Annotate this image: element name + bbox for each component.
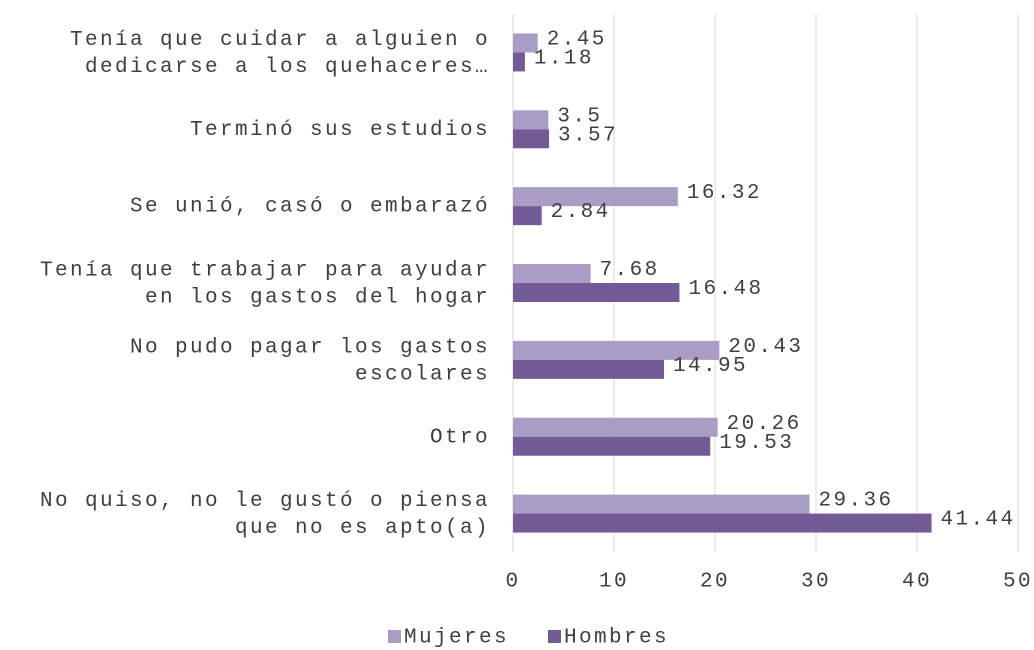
bar: [513, 513, 932, 533]
bar: [513, 52, 525, 72]
bar: [513, 340, 720, 360]
data-label: 2.45: [547, 28, 607, 51]
x-tick-label: 0: [505, 571, 520, 594]
legend-swatch: [388, 630, 401, 643]
data-label: 2.84: [551, 201, 611, 224]
data-label: 19.53: [719, 432, 794, 455]
y-tick-label: No pudo pagar los gastos escolares: [130, 336, 490, 386]
bar: [513, 494, 810, 514]
data-label: 20.26: [727, 413, 802, 436]
bar: [513, 283, 680, 302]
x-tick-label: 50: [1003, 571, 1033, 594]
bar: [513, 417, 718, 437]
data-label: 7.68: [600, 259, 660, 282]
x-tick-label: 30: [801, 571, 831, 594]
data-label: 20.43: [728, 336, 803, 359]
y-tick-label: No quiso, no le gustó o piensa que no es …: [40, 490, 490, 540]
bar: [513, 33, 538, 53]
data-label: 41.44: [941, 509, 1016, 532]
y-tick-label: Otro: [430, 426, 490, 449]
y-tick-label: Terminó sus estudios: [190, 119, 490, 142]
x-tick-label: 40: [902, 571, 932, 594]
bar: [513, 206, 542, 226]
y-tick-label: Tenía que cuidar a alguien o dedicarse a …: [70, 28, 490, 78]
bar: [513, 129, 550, 149]
bar: [513, 264, 591, 283]
x-tick-label: 10: [599, 571, 629, 594]
bar: [513, 187, 678, 207]
data-label: 16.32: [687, 182, 762, 205]
data-label: 3.57: [558, 124, 618, 147]
data-label: 29.36: [819, 490, 894, 513]
data-label: 3.5: [557, 105, 602, 128]
legend-label: Mujeres: [404, 627, 509, 650]
data-label: 16.48: [688, 278, 763, 301]
bar: [513, 436, 711, 456]
y-tick-label: Tenía que trabajar para ayudar en los gas…: [40, 259, 490, 309]
legend-label: Hombres: [564, 627, 669, 650]
bar: [513, 110, 549, 130]
data-label: 1.18: [534, 47, 594, 70]
x-tick-label: 20: [700, 571, 730, 594]
bar: [513, 359, 664, 379]
data-label: 14.95: [673, 355, 748, 378]
y-tick-label: Se unió, casó o embarazó: [130, 196, 490, 219]
legend-swatch: [548, 630, 561, 643]
